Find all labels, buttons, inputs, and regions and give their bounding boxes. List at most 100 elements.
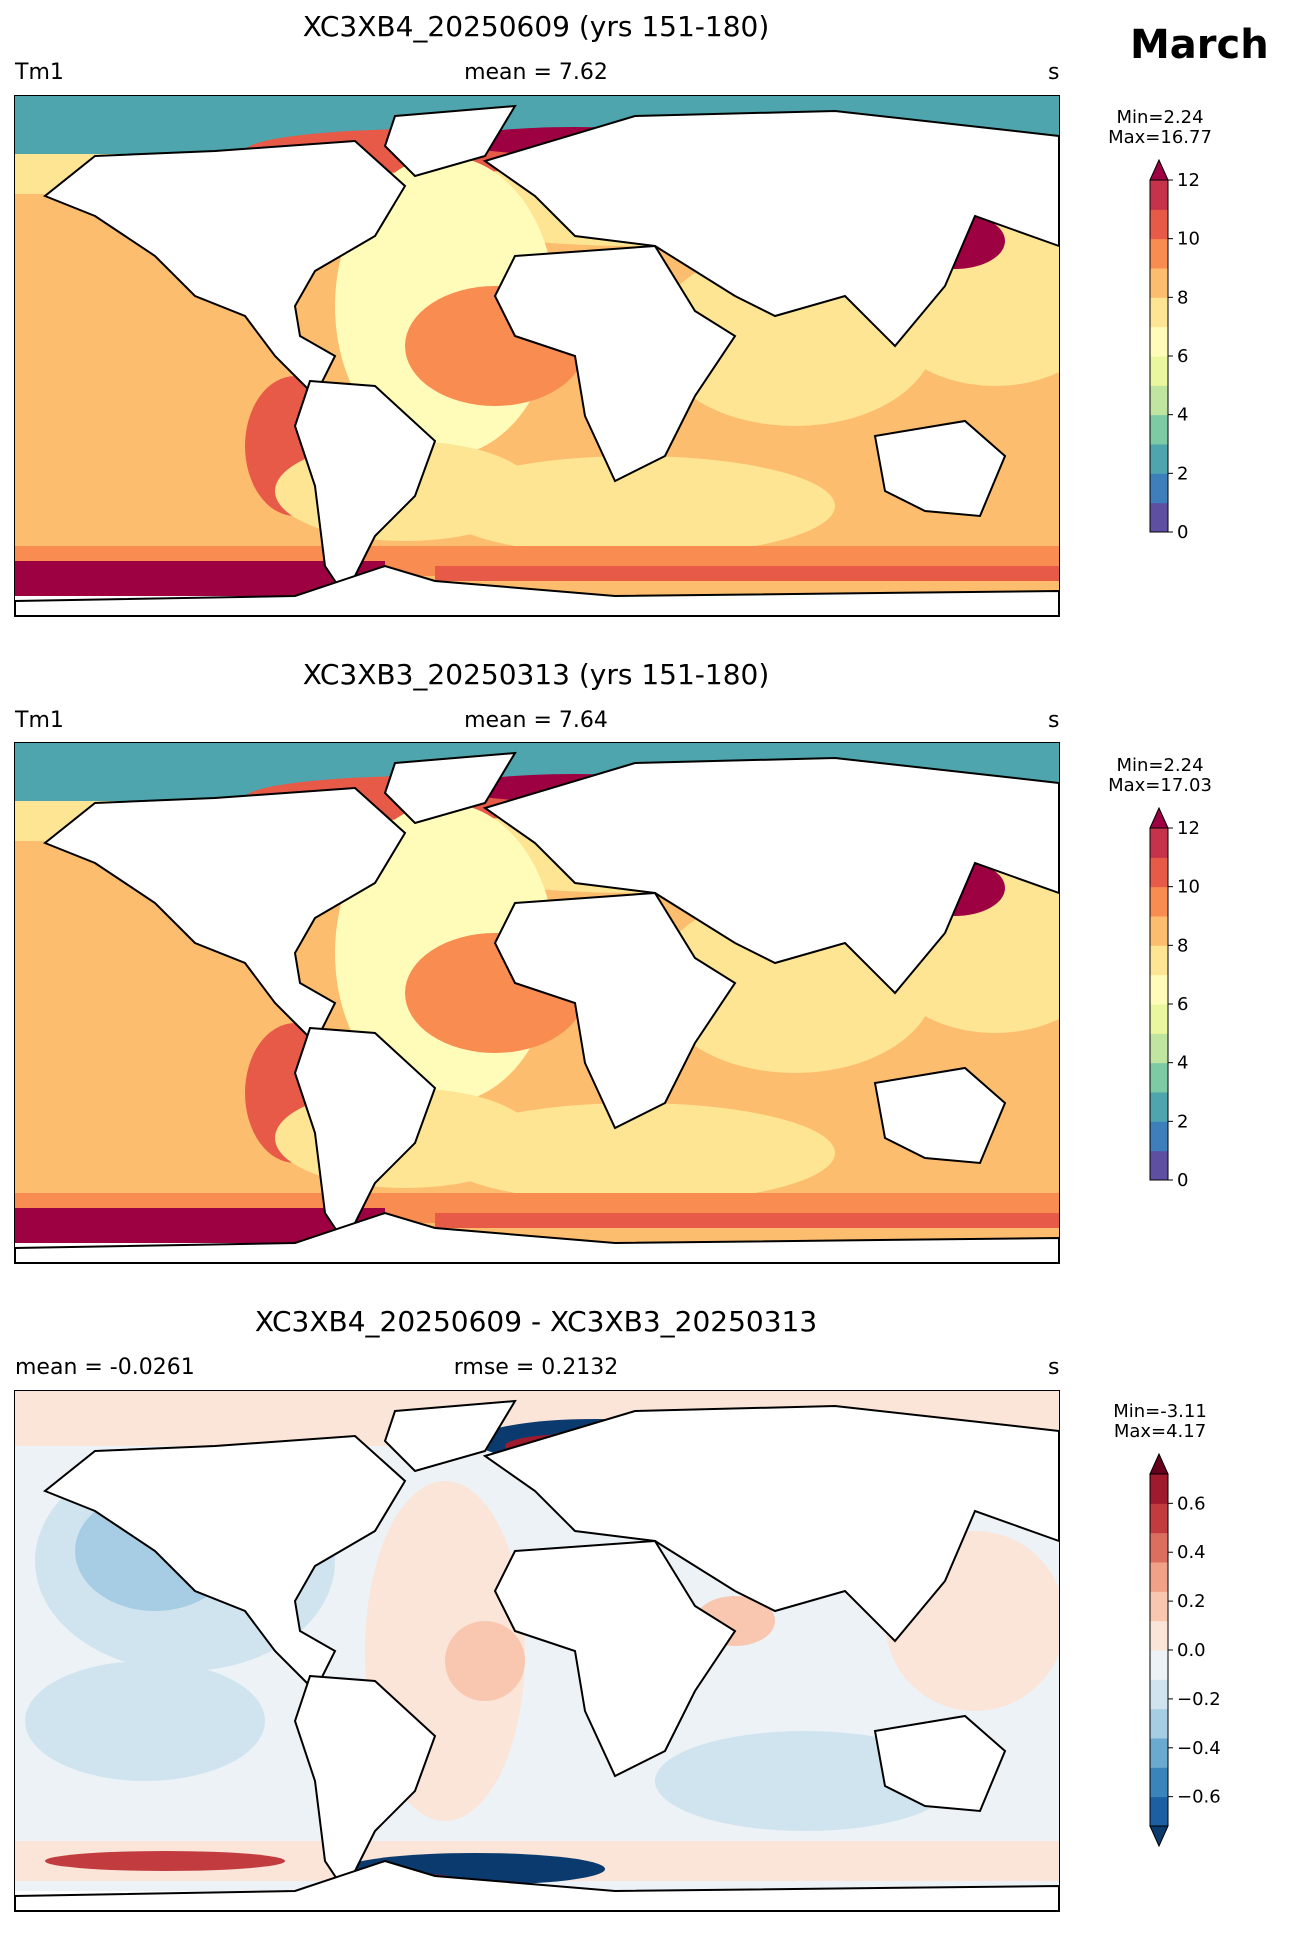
colorbar-tick-label: 8: [1177, 935, 1188, 956]
colorbar-segment: [1150, 1092, 1168, 1122]
north-america-land: [43, 786, 407, 1045]
colorbar-segment: [1150, 1532, 1168, 1563]
colorbar-tick-label: 8: [1177, 287, 1188, 308]
colorbar-tick-label: 4: [1177, 1053, 1188, 1074]
colorbar-tick-label: 6: [1177, 346, 1188, 367]
colorbar-tick-label: 2: [1177, 1111, 1188, 1132]
africa-land: [493, 891, 737, 1130]
antarctica-land: [15, 1211, 1059, 1263]
south-america-land: [293, 379, 437, 598]
panel-3-units-label: s: [1048, 1355, 1060, 1380]
colorbar-segment: [1150, 1796, 1168, 1827]
panel-2-colorbar: 0 2 4 6 8 10 12: [1148, 806, 1248, 1204]
colorbar-tick-label: 0.6: [1177, 1493, 1206, 1514]
antarctica-land: [15, 564, 1059, 616]
colorbar-tick-label: 0.4: [1177, 1542, 1206, 1563]
panel-3-max-text: Max=4.17: [1113, 1421, 1207, 1442]
colorbar-tick-label: −0.4: [1177, 1738, 1221, 1759]
colorbar-extend-max: [1149, 806, 1169, 829]
colorbar-segment: [1150, 857, 1168, 888]
panel-3-map: [14, 1390, 1060, 1912]
colorbar-segment: [1150, 1474, 1168, 1504]
colorbar-segment: [1150, 1591, 1168, 1622]
colorbar-segment: [1150, 1767, 1168, 1798]
colorbar-segment: [1150, 326, 1168, 357]
south-america-land: [293, 1026, 437, 1245]
panel-1-map: [14, 95, 1060, 617]
colorbar-extend-max: [1149, 158, 1169, 181]
colorbar-segment: [1150, 1062, 1168, 1093]
panel-3-rmse-label: rmse = 0.2132: [453, 1355, 619, 1380]
eurasia-land: [482, 109, 1059, 348]
colorbar-tick-label: 12: [1177, 170, 1200, 191]
greenland-land: [383, 104, 517, 178]
colorbar-segment: [1150, 473, 1168, 504]
colorbar-segment: [1150, 238, 1168, 269]
panel-3-title: XC3XB4_20250609 - XC3XB3_20250313: [254, 1305, 818, 1338]
panel-1-title: XC3XB4_20250609 (yrs 151-180): [302, 10, 770, 43]
colorbar-segment: [1150, 209, 1168, 240]
panel-1-variable-label: Tm1: [15, 60, 64, 85]
australia-land: [873, 419, 1007, 518]
antarctica-land: [15, 1859, 1059, 1911]
africa-land: [493, 244, 737, 483]
colorbar-segment: [1150, 886, 1168, 917]
colorbar-segment: [1150, 1503, 1168, 1534]
australia-land: [873, 1714, 1007, 1813]
panel-3-colorbar: 0.6 0.4 0.2 0.0 −0.2 −0.4 −0.6: [1148, 1452, 1248, 1850]
colorbar-segment: [1150, 828, 1168, 858]
colorbar-segment: [1150, 502, 1168, 533]
greenland-land: [383, 751, 517, 825]
north-america-land: [43, 1434, 407, 1693]
colorbar-extend-max: [1149, 1452, 1169, 1475]
panel-2-min-text: Min=2.24: [1116, 755, 1204, 776]
month-label: March: [1130, 22, 1269, 68]
panel-1-minmax: Min=2.24 Max=16.77: [1080, 108, 1240, 148]
panel-3-min-text: Min=-3.11: [1113, 1401, 1207, 1422]
colorbar-segment: [1150, 1708, 1168, 1739]
africa-land: [493, 1539, 737, 1778]
colorbar-segment: [1150, 1004, 1168, 1034]
colorbar-segment: [1150, 356, 1168, 386]
colorbar-segment: [1150, 1620, 1168, 1651]
colorbar-tick-label: −0.6: [1177, 1787, 1221, 1808]
greenland-land: [383, 1399, 517, 1473]
panel-2-variable-label: Tm1: [15, 708, 64, 733]
north-america-land: [43, 139, 407, 398]
colorbar-segment: [1150, 1679, 1168, 1710]
colorbar-tick-label: 0.2: [1177, 1591, 1206, 1612]
colorbar-tick-label: 12: [1177, 818, 1200, 839]
australia-land: [873, 1066, 1007, 1165]
panel-1-mean-label: mean = 7.62: [464, 60, 608, 85]
colorbar-segment: [1150, 268, 1168, 298]
colorbar-segment: [1150, 1650, 1168, 1680]
colorbar-segment: [1150, 444, 1168, 474]
panel-1-units-label: s: [1048, 60, 1060, 85]
panel-2-title: XC3XB3_20250313 (yrs 151-180): [302, 658, 770, 691]
colorbar-extend-min: [1149, 1825, 1169, 1848]
panel-1-colorbar: 0 2 4 6 8 10 12: [1148, 158, 1248, 556]
panel-3-mean-label: mean = -0.0261: [15, 1355, 195, 1380]
colorbar-tick-label: 4: [1177, 405, 1188, 426]
south-america-land: [293, 1674, 437, 1893]
panel-2-max-text: Max=17.03: [1108, 775, 1212, 796]
colorbar-tick-label: 10: [1177, 877, 1200, 898]
panel-1-min-text: Min=2.24: [1116, 107, 1204, 128]
colorbar-segment: [1150, 414, 1168, 445]
panel-2-units-label: s: [1048, 708, 1060, 733]
panel-2-map: [14, 742, 1060, 1264]
colorbar-tick-label: −0.2: [1177, 1689, 1221, 1710]
colorbar-tick-label: 2: [1177, 463, 1188, 484]
panel-3-minmax: Min=-3.11 Max=4.17: [1080, 1402, 1240, 1442]
panel-1-max-text: Max=16.77: [1108, 127, 1212, 148]
colorbar-segment: [1150, 385, 1168, 416]
colorbar-segment: [1150, 916, 1168, 946]
colorbar-segment: [1150, 974, 1168, 1005]
colorbar-tick-label: 6: [1177, 994, 1188, 1015]
colorbar-segment: [1150, 945, 1168, 976]
colorbar-tick-label: 10: [1177, 229, 1200, 250]
colorbar-tick-label: 0: [1177, 1170, 1188, 1191]
colorbar-segment: [1150, 1562, 1168, 1592]
colorbar-segment: [1150, 297, 1168, 328]
colorbar-tick-label: 0: [1177, 522, 1188, 543]
